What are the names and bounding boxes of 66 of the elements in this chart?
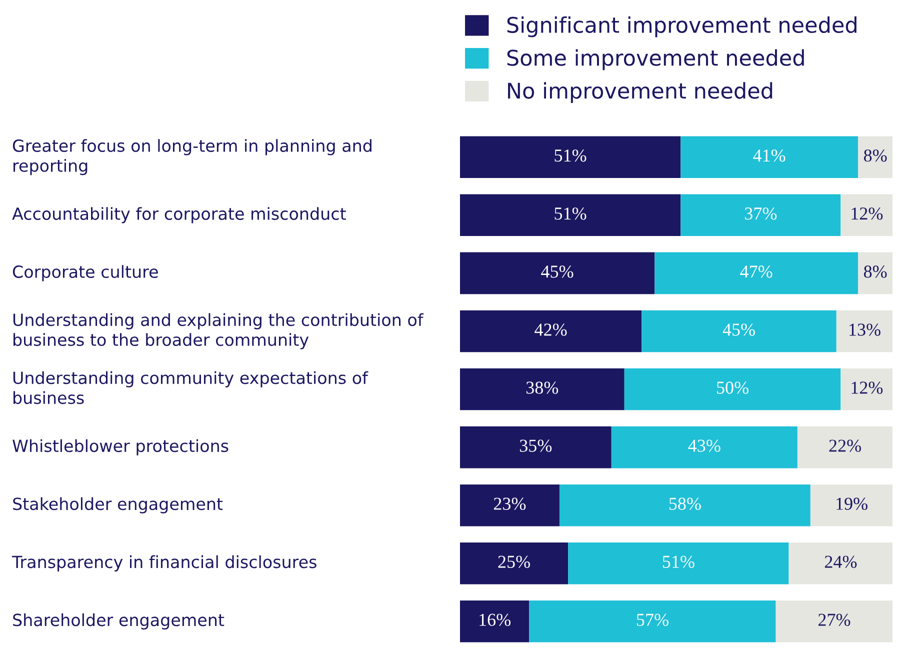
data-label: 42% bbox=[534, 324, 567, 336]
data-label: 23% bbox=[494, 498, 526, 510]
bar bbox=[611, 426, 798, 468]
y-tick-label: Corporate culture bbox=[12, 265, 158, 282]
bar bbox=[460, 136, 681, 178]
bar bbox=[460, 194, 681, 236]
data-label: 58% bbox=[669, 498, 701, 510]
legend-label: Some improvement needed bbox=[507, 49, 804, 70]
bar bbox=[559, 484, 810, 526]
data-label: 27% bbox=[818, 614, 850, 626]
y-tick-label: Transparency in financial disclosures bbox=[12, 555, 316, 572]
bar bbox=[797, 426, 893, 468]
data-label: 51% bbox=[554, 149, 586, 162]
bar bbox=[788, 542, 893, 584]
y-tick-label: Greater focus on long-term in planning and reporting bbox=[12, 139, 372, 176]
bar bbox=[858, 136, 893, 178]
bar bbox=[840, 368, 893, 410]
bar bbox=[680, 136, 858, 178]
bar bbox=[460, 368, 624, 410]
y-tick-label: Stakeholder engagement bbox=[13, 497, 223, 514]
y-tick-label: Accountability for corporate misconduct bbox=[12, 207, 346, 224]
bar bbox=[680, 194, 841, 236]
bar bbox=[460, 426, 612, 468]
bar bbox=[776, 600, 893, 642]
bar bbox=[460, 600, 530, 642]
bar bbox=[460, 484, 560, 526]
data-label: 57% bbox=[637, 614, 668, 626]
data-label: 12% bbox=[852, 382, 883, 394]
data-label: 22% bbox=[829, 440, 861, 452]
bar bbox=[460, 542, 568, 584]
legend-label: Significant improvement needed bbox=[507, 16, 856, 38]
y-tick-label: Understanding and explaining the contribution of business to the broader community bbox=[13, 313, 424, 350]
bar bbox=[836, 310, 893, 352]
data-label: 8% bbox=[864, 149, 887, 162]
data-label: 38% bbox=[526, 382, 558, 394]
data-label: 25% bbox=[498, 556, 530, 568]
data-label: 19% bbox=[836, 498, 868, 510]
data-label: 35% bbox=[520, 440, 552, 452]
data-label: 51% bbox=[554, 208, 586, 220]
data-label: 45% bbox=[541, 266, 574, 278]
legend-label: No improvement needed bbox=[508, 82, 772, 103]
data-label: 24% bbox=[824, 556, 857, 568]
data-label: 50% bbox=[717, 382, 748, 394]
y-tick-label: Whistleblower protections bbox=[12, 439, 228, 456]
bar bbox=[858, 252, 893, 294]
bar bbox=[624, 368, 841, 410]
y-tick-label: Shareholder engagement bbox=[13, 613, 224, 630]
data-label: 41% bbox=[753, 149, 786, 162]
y-tick-label: Understanding community expectations of business bbox=[13, 371, 368, 404]
data-label: 37% bbox=[744, 208, 777, 220]
bar bbox=[810, 484, 893, 526]
data-label: 8% bbox=[864, 266, 887, 278]
bar bbox=[529, 600, 776, 642]
bar bbox=[642, 310, 836, 352]
data-label: 12% bbox=[852, 208, 883, 220]
data-label: 13% bbox=[850, 324, 880, 336]
bar bbox=[460, 252, 655, 294]
data-label: 47% bbox=[740, 266, 772, 278]
bar bbox=[840, 194, 893, 236]
data-label: 43% bbox=[688, 440, 720, 452]
bar bbox=[460, 310, 642, 352]
data-label: 16% bbox=[480, 614, 510, 626]
data-label: 51% bbox=[662, 556, 694, 568]
data-label: 45% bbox=[722, 324, 755, 336]
bar bbox=[654, 252, 858, 294]
bar bbox=[568, 542, 789, 584]
